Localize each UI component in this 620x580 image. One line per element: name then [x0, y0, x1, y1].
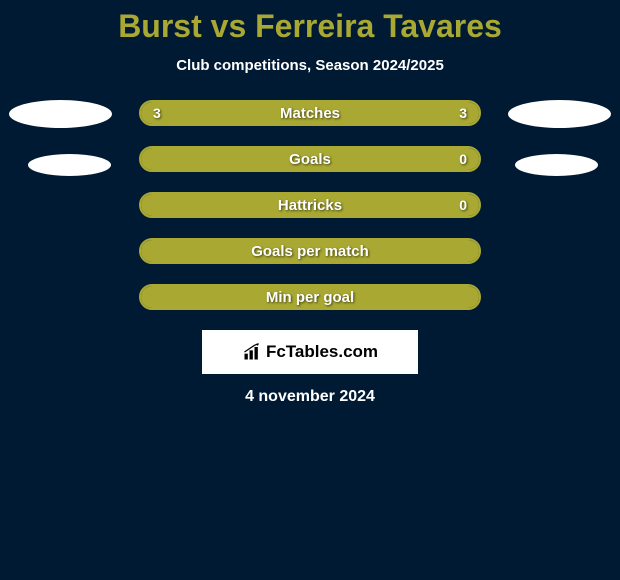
stat-bar-matches: 33Matches	[139, 100, 481, 126]
chart-icon	[242, 342, 262, 362]
stat-bars: 33Matches 0Goals 0Hattricks Goals per match…	[139, 100, 481, 310]
logo: FcTables.com	[242, 342, 378, 362]
stat-bar-goals: 0Goals	[139, 146, 481, 172]
logo-text: FcTables.com	[266, 342, 378, 362]
player-photo-right-2	[515, 154, 598, 176]
stat-bar-hattricks: 0Hattricks	[139, 192, 481, 218]
bar-label: Hattricks	[141, 194, 479, 216]
bar-label: Goals	[141, 148, 479, 170]
bar-label: Goals per match	[141, 240, 479, 262]
stat-bar-min-per-goal: Min per goal	[139, 284, 481, 310]
player-photo-right-1	[508, 100, 611, 128]
logo-box: FcTables.com	[202, 330, 418, 374]
stat-bar-goals-per-match: Goals per match	[139, 238, 481, 264]
page-title: Burst vs Ferreira Tavares	[0, 0, 620, 45]
page-subtitle: Club competitions, Season 2024/2025	[0, 57, 620, 74]
bar-label: Min per goal	[141, 286, 479, 308]
stats-area: 33Matches 0Goals 0Hattricks Goals per match…	[0, 100, 620, 310]
player-photo-left-2	[28, 154, 111, 176]
date-label: 4 november 2024	[0, 388, 620, 406]
player-photo-left-1	[9, 100, 112, 128]
bar-label: Matches	[141, 102, 479, 124]
